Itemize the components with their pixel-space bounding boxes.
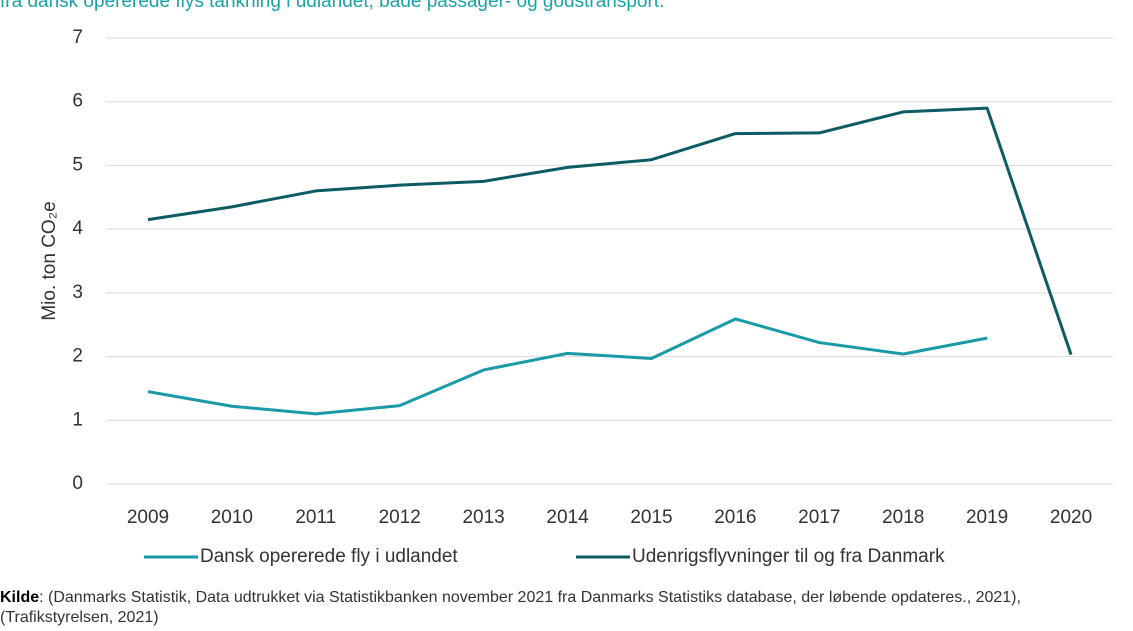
y-tick-label: 3 [72, 282, 83, 303]
source: Kilde: (Danmarks Statistik, Data udtrukk… [0, 588, 1100, 628]
x-tick-label: 2012 [379, 507, 421, 528]
y-tick-label: 7 [72, 27, 83, 48]
source-label: Kilde [0, 589, 40, 606]
x-tick-label: 2014 [546, 507, 589, 528]
chart: Mio. ton CO₂e 0 1 2 3 4 5 6 7 2009 2010 2011 2012 20… [39, 27, 1113, 567]
x-tick-label: 2013 [462, 507, 504, 528]
y-tick-label: 5 [72, 154, 83, 175]
x-tick-label: 2011 [295, 507, 336, 528]
legend-label: Udenrigsflyvninger til og fra Danmark [632, 546, 945, 567]
x-tick-label: 2020 [1050, 507, 1092, 528]
x-tick-label: 2015 [630, 507, 672, 528]
x-tick-label: 2009 [127, 507, 169, 528]
y-tick-label: 1 [72, 409, 83, 430]
legend-label: Dansk opererede fly i udlandet [200, 546, 458, 567]
series-line [147, 106, 1073, 356]
x-tick-label: 2010 [211, 507, 253, 528]
x-tick-label: 2019 [966, 507, 1008, 528]
source-text: : (Danmarks Statistik, Data udtrukket vi… [0, 589, 1021, 626]
x-tick-label: 2017 [798, 507, 840, 528]
y-tick-label: 4 [72, 218, 83, 239]
series-line [147, 317, 988, 416]
x-tick-label: 2018 [882, 507, 924, 528]
y-tick-label: 0 [72, 473, 83, 494]
chart-title: fra dansk opererede flys tankning i udla… [0, 0, 665, 12]
x-tick-label: 2016 [714, 507, 756, 528]
y-tick-label: 6 [72, 91, 83, 112]
y-axis-label: Mio. ton CO₂e [39, 201, 60, 320]
y-tick-label: 2 [72, 346, 83, 367]
